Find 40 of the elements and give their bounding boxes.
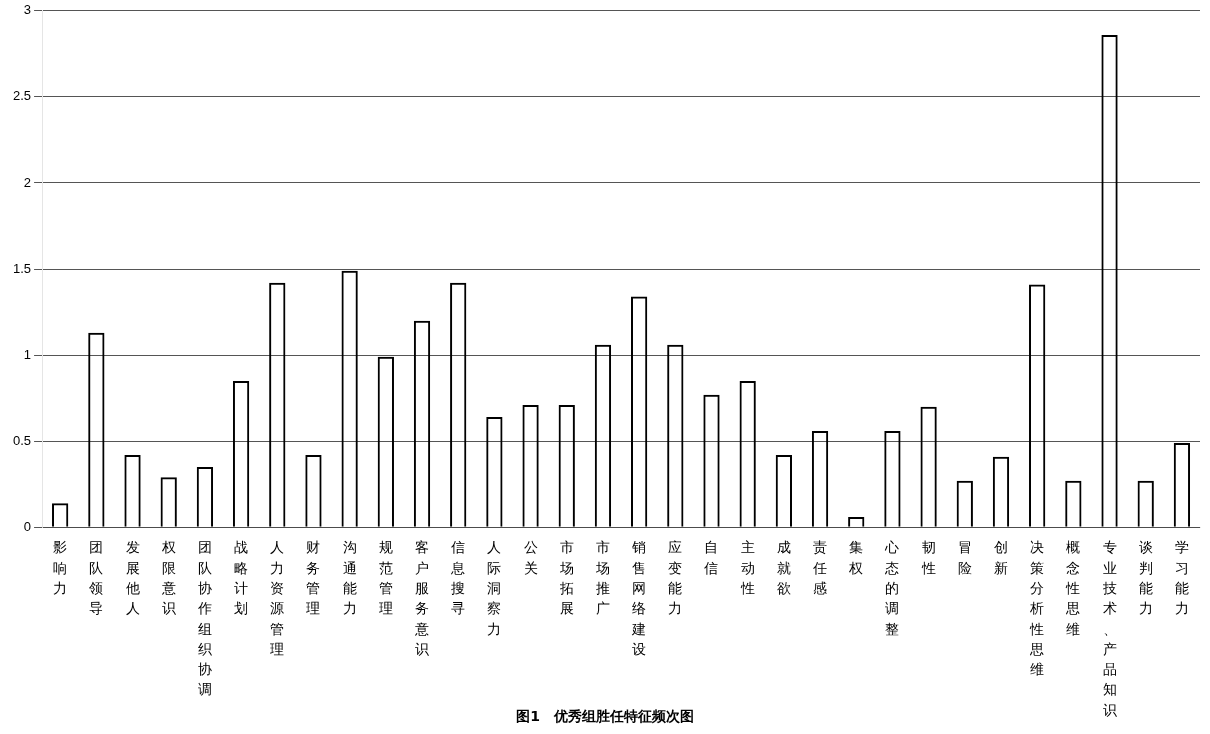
y-tick-label: 0 [23,518,32,534]
x-tick-label: 影响力 [53,539,68,596]
x-tick-label: 心态的调整 [884,539,900,637]
x-tick-label: 信息搜寻 [450,539,466,617]
x-tick-label: 财务管理 [306,539,321,617]
y-tick-label: 1 [23,346,32,362]
x-tick-label: 团队协作组织协调 [196,539,212,698]
x-tick-label: 主动性 [739,539,755,596]
x-tick-label: 公关 [523,539,538,576]
y-tick-label: 0.5 [12,432,32,448]
category-label: 专业技术、产品知识 [1102,539,1117,718]
x-tick-label: 团队领导 [89,539,104,617]
x-tick-label: 冒险 [957,539,972,576]
x-tick-label: 战略计划 [234,539,249,617]
x-tick-label: 销售网络建设 [631,539,647,657]
x-tick-label: 市场拓展 [558,539,574,617]
x-tick-label: 人际洞察力 [487,539,502,637]
x-tick-label: 应变能力 [668,539,683,617]
y-tick-label: 3 [23,2,32,18]
x-tick-label: 成就欲 [776,539,791,596]
x-tick-label: 创新 [993,539,1008,576]
x-tick-label: 学习能力 [1174,539,1189,617]
x-tick-label: 概念性思维 [1065,539,1081,637]
x-tick-label: 人力资源管理 [270,539,285,657]
x-tick-label: 规范管理 [378,539,393,617]
x-tick-label: 责任感 [812,539,828,596]
y-tick-label: 1.5 [12,260,32,276]
y-tick-label: 2 [23,174,32,190]
x-tick-label: 权限意识 [160,539,176,617]
x-tick-label: 集权 [848,539,864,576]
x-tick-label: 市场推广 [594,539,610,617]
x-tick-label: 决策分析性思维 [1029,539,1045,678]
x-tick-label: 发展他人 [125,539,140,617]
x-tick-label: 韧性 [920,539,936,576]
x-tick-label: 自信 [704,539,719,576]
x-tick-label: 谈判能力 [1138,539,1153,617]
x-tick-label: 沟通能力 [342,539,357,617]
x-tick-label: 客户服务意识 [414,539,430,657]
text: 图1 优秀组胜任特征频次图 [516,708,694,724]
y-tick-label: 2.5 [12,88,32,104]
